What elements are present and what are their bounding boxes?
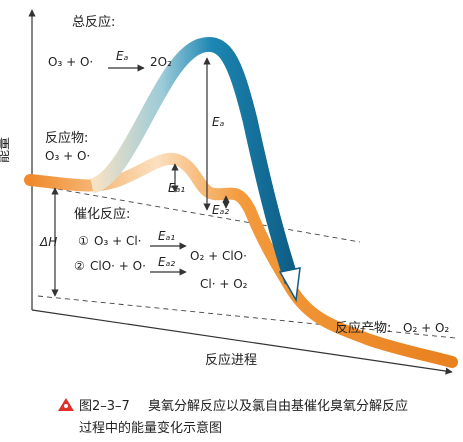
product-level [37,295,456,339]
barrier-label: Eₐ₂ [158,255,175,269]
formula: O₃ + Cl· [94,234,141,248]
catalysed-path [24,152,458,368]
formula: Cl· + O₂ [200,277,248,291]
step-number: ② [74,259,85,273]
x-axis-label: 反应进程 [205,352,257,368]
x-axis [31,309,453,375]
overall-title: 总反应: [72,14,115,30]
uncatalysed-path [89,37,300,285]
formula: O₂ + ClO· [190,249,247,263]
step-number: ① [78,234,89,248]
barrier-label: Eₐ [116,49,129,63]
arrow-head [278,267,301,303]
y-axis-label: 能量 [0,137,12,163]
figure-number: 图2–3–7 [79,399,130,414]
delta-h-label: ΔH [39,235,57,249]
barrier-label: Eₐ₂ [212,203,229,217]
barrier-label: Eₐ [212,115,225,129]
formula: O₃ + O· [45,149,90,163]
barrier-label: Eₐ₁ [158,229,175,243]
product-title: 反应产物: [335,320,391,336]
formula: O₃ + O· [48,55,93,69]
catalysis-title: 催化反应: [74,206,130,222]
reactant-level [39,185,361,243]
caption-line: 臭氧分解反应以及氯自由基催化臭氧分解反应 [148,398,408,414]
caption-icon-dot [64,404,68,408]
barrier-label: Eₐ₁ [168,181,185,195]
reactant-title: 反应物: [45,130,88,146]
formula: O₂ + O₂ [403,321,449,335]
caption-line: 过程中的能量变化示意图 [79,420,222,436]
formula: 2O₂ [150,55,172,69]
formula: ClO· + O· [90,259,146,273]
